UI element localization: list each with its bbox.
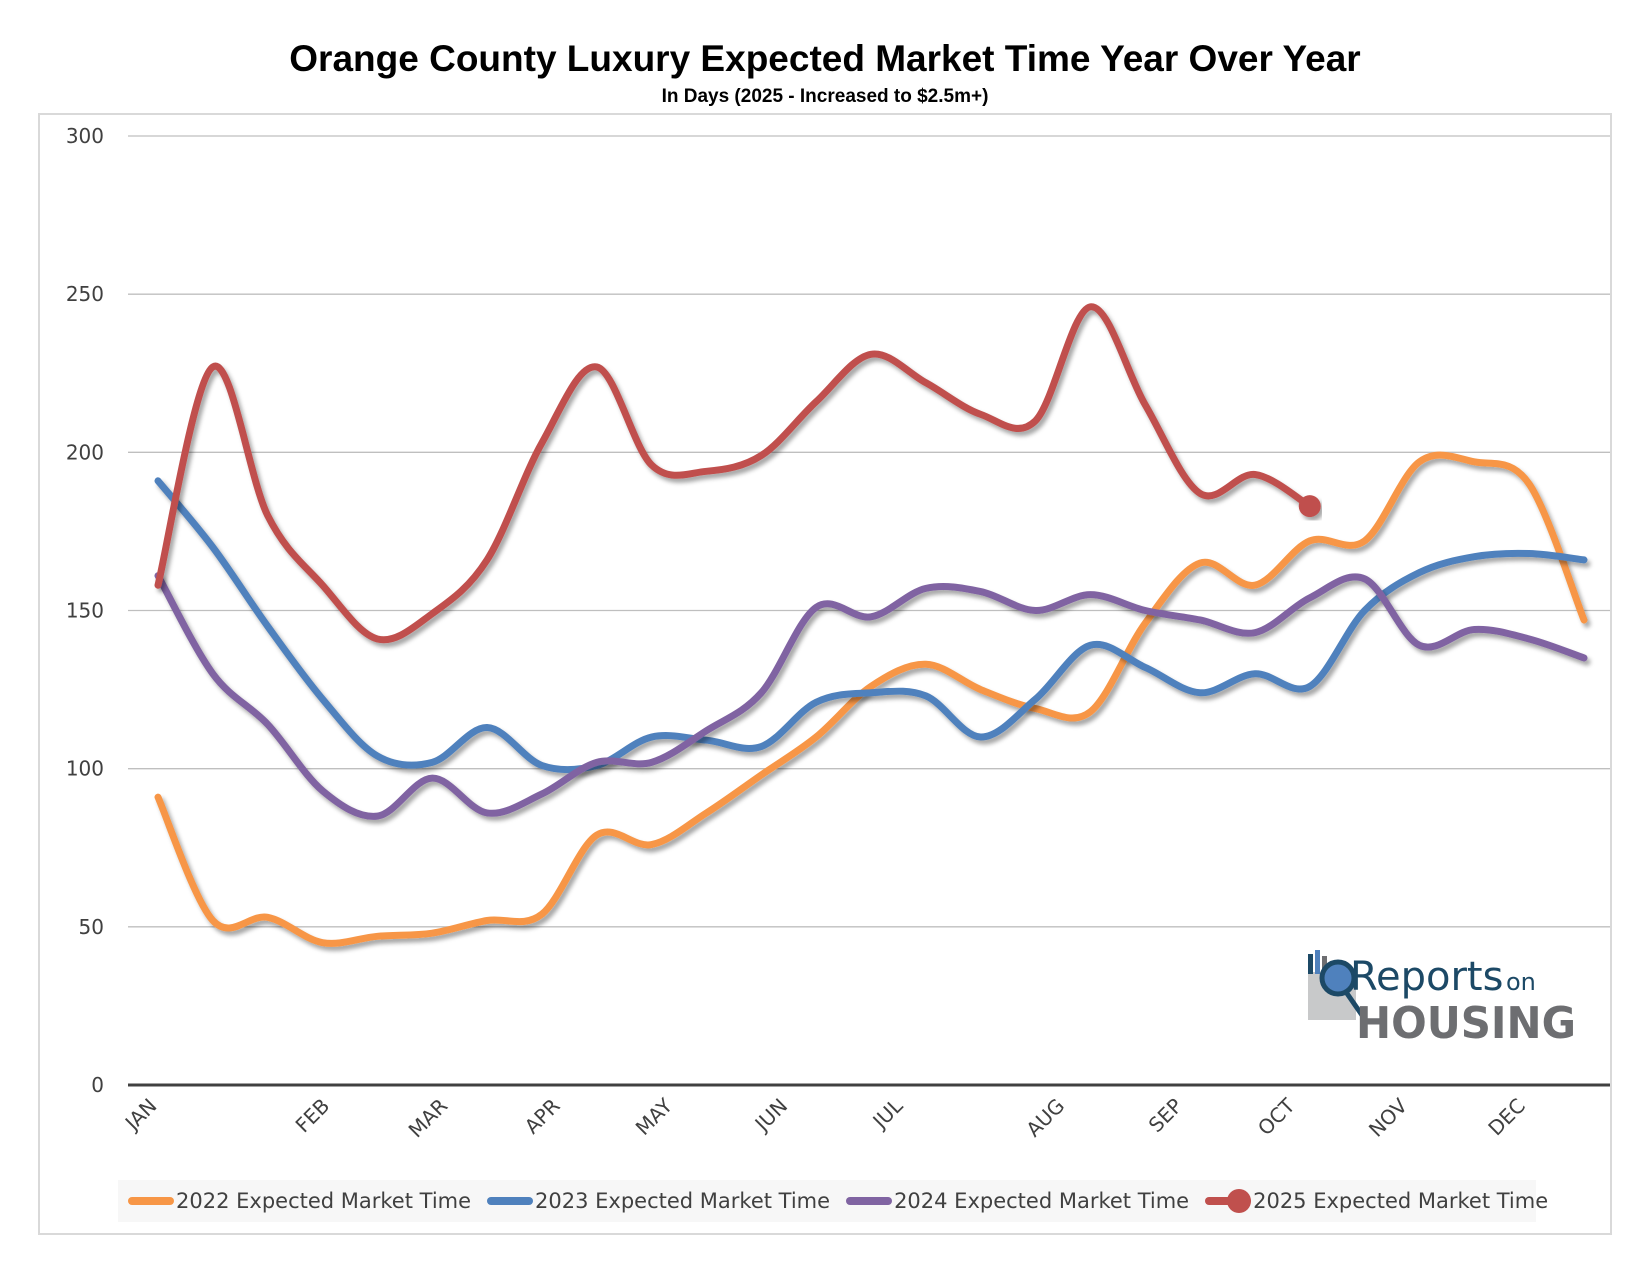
y-tick-label: 50: [79, 915, 104, 939]
x-tick-label: AUG: [1021, 1094, 1069, 1142]
y-tick-label: 0: [91, 1073, 104, 1097]
logo-icon: Reports on HOUSING: [1308, 950, 1576, 1049]
y-tick-label: 200: [66, 440, 104, 464]
series-lines: [154, 303, 1588, 947]
x-tick-label: JUL: [867, 1093, 908, 1134]
legend-item-2022[interactable]: 2022 Expected Market Time: [128, 1189, 471, 1213]
y-tick-label: 250: [66, 282, 104, 306]
y-axis-ticks: 0 50 100 150 200 250 300: [66, 124, 104, 1097]
x-tick-label: FEB: [291, 1094, 335, 1138]
legend-swatch-2022: [128, 1197, 174, 1205]
logo-housing-text: HOUSING: [1356, 998, 1576, 1049]
x-tick-label: OCT: [1253, 1093, 1300, 1140]
series-line-2025: [154, 303, 1314, 644]
legend-label-2022: 2022 Expected Market Time: [176, 1189, 472, 1213]
legend-item-2023[interactable]: 2023 Expected Market Time: [487, 1189, 830, 1213]
legend-label-2024: 2024 Expected Market Time: [894, 1189, 1190, 1213]
legend-label-2025: 2025 Expected Market Time: [1253, 1189, 1549, 1213]
series-line-2024: [154, 572, 1588, 820]
x-tick-label: DEC: [1483, 1094, 1530, 1141]
chart-subtitle: In Days (2025 - Increased to $2.5m+): [661, 86, 989, 107]
logo-reports-text: Reports: [1350, 954, 1503, 1000]
legend-swatch-2023: [487, 1197, 534, 1205]
y-tick-label: 100: [66, 757, 104, 781]
legend: 2022 Expected Market Time 2023 Expected …: [118, 1180, 1548, 1222]
x-axis-ticks: JAN FEB MAR APR MAY JUN JUL AUG SEP OCT NOV DEC: [119, 1093, 1530, 1142]
legend-item-2024[interactable]: 2024 Expected Market Time: [846, 1189, 1189, 1213]
series-line-2022: [154, 451, 1588, 947]
reports-on-housing-logo: Reports on HOUSING: [1306, 950, 1586, 1050]
x-tick-label: NOV: [1364, 1093, 1412, 1141]
data-point-2025: [1298, 495, 1321, 518]
series-line-2023: [154, 477, 1588, 774]
x-tick-label: APR: [520, 1093, 565, 1138]
chart-frame: [38, 113, 1612, 1235]
x-tick-label: MAY: [631, 1093, 678, 1140]
x-tick-label: MAR: [404, 1093, 453, 1142]
logo-on-text: on: [1506, 968, 1536, 996]
legend-swatch-2024: [846, 1197, 893, 1205]
legend-swatch-2025: [1205, 1189, 1252, 1213]
legend-label-2023: 2023 Expected Market Time: [535, 1189, 831, 1213]
x-tick-label: SEP: [1144, 1094, 1187, 1137]
chart-title: Orange County Luxury Expected Market Tim…: [289, 38, 1361, 79]
x-tick-label: JAN: [119, 1094, 162, 1137]
legend-item-2025[interactable]: 2025 Expected Market Time: [1205, 1189, 1548, 1213]
y-tick-label: 150: [66, 599, 104, 623]
x-tick-label: JUN: [749, 1094, 792, 1137]
y-tick-label: 300: [66, 124, 104, 148]
